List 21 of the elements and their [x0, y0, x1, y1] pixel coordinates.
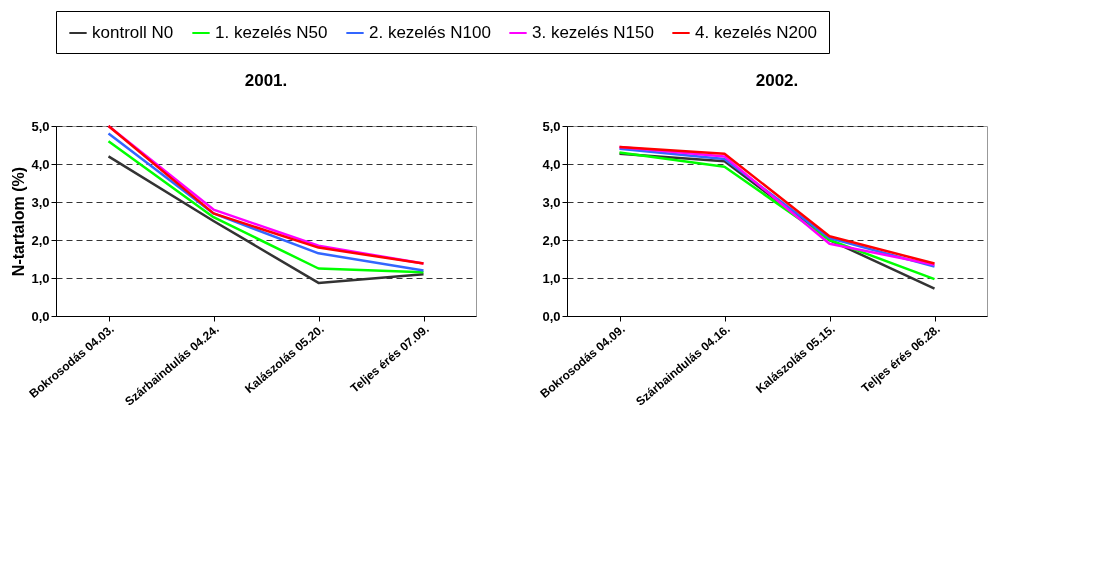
legend-label: kontroll N0 — [92, 23, 174, 42]
y-tick-label: 4,0 — [542, 156, 561, 172]
y-tick-label: 2,0 — [542, 232, 561, 248]
chart-title: 2001. — [244, 71, 288, 90]
legend-label: 1. kezelés N50 — [215, 23, 328, 42]
y-tick-label: 4,0 — [31, 156, 50, 172]
legend-label: 2. kezelés N100 — [369, 23, 491, 42]
y-tick-label: 1,0 — [31, 270, 50, 286]
y-tick-label: 3,0 — [542, 194, 561, 210]
chart-title: 2002. — [755, 71, 799, 90]
line-series — [107, 155, 425, 285]
y-tick-label: 3,0 — [31, 194, 50, 210]
y-axis-title: N-tartalom (%) — [10, 166, 28, 277]
legend-label: 4. kezelés N200 — [695, 23, 817, 42]
y-tick-label: 5,0 — [542, 118, 561, 134]
legend-label: 3. kezelés N150 — [532, 23, 654, 42]
y-tick-label: 2,0 — [31, 232, 50, 248]
y-tick-label: 0,0 — [31, 308, 50, 324]
y-tick-label: 5,0 — [31, 118, 50, 134]
y-tick-label: 0,0 — [542, 308, 561, 324]
y-tick-label: 1,0 — [542, 270, 561, 286]
